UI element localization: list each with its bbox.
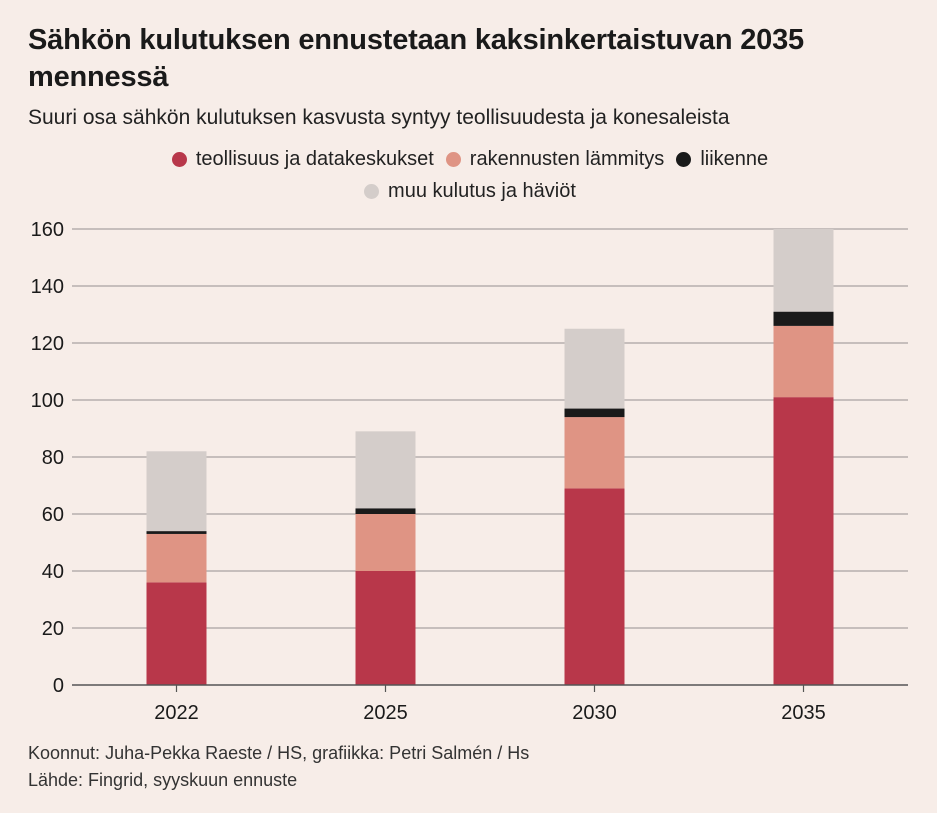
footer-source: Lähde: Fingrid, syyskuun ennuste <box>28 770 298 790</box>
chart-subtitle: Suuri osa sähkön kulutuksen kasvusta syn… <box>28 106 730 129</box>
footer-credits: Koonnut: Juha-Pekka Raeste / HS, grafiik… <box>28 743 530 763</box>
bar-2035-teollisuus <box>773 397 834 685</box>
stacked-bar-chart: 0 20 40 60 80 100 120 140 160 2022 2025 2030 2035 <box>31 219 908 724</box>
legend-label-rakennukset: rakennusten lämmitys <box>469 148 665 170</box>
y-tick-label-20: 20 <box>42 618 64 640</box>
legend-item-rakennukset: rakennusten lämmitys <box>445 143 665 175</box>
legend-swatch-muu <box>364 183 380 199</box>
bar-2022-liikenne <box>146 531 207 534</box>
y-tick-label-0: 0 <box>53 675 64 697</box>
y-tick-label-80: 80 <box>42 447 64 469</box>
bar-2022-muu <box>146 451 207 532</box>
legend: teollisuus ja datakeskukset rakennusten … <box>60 143 880 207</box>
legend-swatch-teollisuus <box>171 151 187 167</box>
y-tick-label-140: 140 <box>31 276 64 298</box>
bar-2022-teollisuus <box>146 582 207 685</box>
bar-2035-liikenne <box>773 311 834 326</box>
bar-2025-rakennukset <box>355 514 416 571</box>
y-tick-label-120: 120 <box>31 333 64 355</box>
bar-2030-teollisuus <box>564 488 625 685</box>
bar-2025-muu <box>355 431 416 509</box>
bar-2022-rakennukset <box>146 533 207 583</box>
legend-label-liikenne: liikenne <box>700 148 769 170</box>
legend-swatch-liikenne <box>676 151 692 167</box>
x-tick-label-2030: 2030 <box>572 702 617 724</box>
bar-2035-rakennukset <box>773 325 834 398</box>
legend-item-liikenne: liikenne <box>676 143 768 175</box>
legend-label-muu: muu kulutus ja häviöt <box>388 180 576 202</box>
footer: Koonnut: Juha-Pekka Raeste / HS, grafiik… <box>28 740 908 794</box>
y-tick-label-60: 60 <box>42 504 64 526</box>
legend-label-teollisuus: teollisuus ja datakeskukset <box>195 148 434 170</box>
y-tick-label-100: 100 <box>31 390 64 412</box>
bar-2035-muu <box>773 229 834 312</box>
legend-item-muu: muu kulutus ja häviöt <box>364 175 576 207</box>
bar-2025-teollisuus <box>355 571 416 685</box>
x-tick-label-2035: 2035 <box>781 702 826 724</box>
y-tick-label-160: 160 <box>31 219 64 241</box>
y-tick-label-40: 40 <box>42 561 64 583</box>
legend-item-teollisuus: teollisuus ja datakeskukset <box>171 143 434 175</box>
chart-title: Sähkön kulutuksen ennustetaan kaksinkert… <box>28 24 804 93</box>
bar-2030-muu <box>564 328 625 409</box>
x-tick-label-2025: 2025 <box>363 702 408 724</box>
bar-2025-liikenne <box>355 508 416 514</box>
bar-2030-rakennukset <box>564 417 625 489</box>
x-tick-label-2022: 2022 <box>154 702 199 724</box>
legend-swatch-rakennukset <box>445 151 461 167</box>
bar-2030-liikenne <box>564 408 625 418</box>
